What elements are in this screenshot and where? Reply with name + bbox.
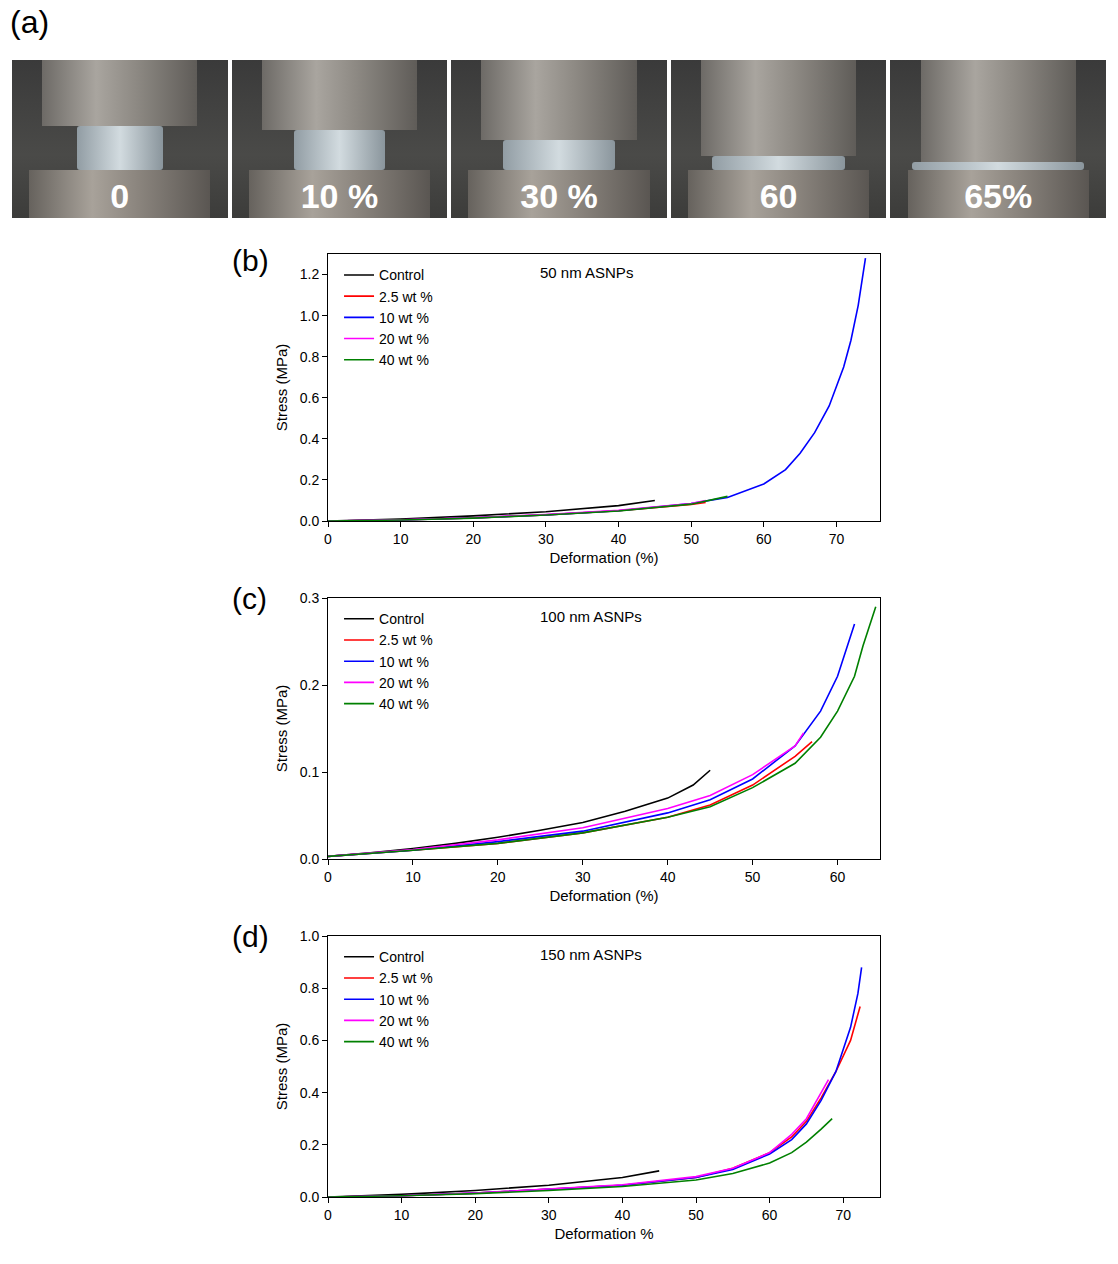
svg-text:0.0: 0.0 <box>300 851 320 867</box>
svg-text:50: 50 <box>683 531 699 547</box>
svg-text:Control: Control <box>379 267 424 283</box>
svg-text:0.2: 0.2 <box>300 1137 320 1153</box>
svg-text:Deformation (%): Deformation (%) <box>549 549 658 566</box>
svg-text:10 wt %: 10 wt % <box>379 654 429 670</box>
svg-text:40: 40 <box>660 869 676 885</box>
html-text:65%: 65% <box>964 177 1033 215</box>
svg-text:20 wt %: 20 wt % <box>379 331 429 347</box>
svg-text:20: 20 <box>490 869 506 885</box>
svg-text:20: 20 <box>465 531 481 547</box>
svg-text:Control: Control <box>379 611 424 627</box>
svg-text:150 nm ASNPs: 150 nm ASNPs <box>540 946 642 963</box>
html-text:(d): (d) <box>232 920 269 953</box>
svg-text:40 wt %: 40 wt % <box>379 1034 429 1050</box>
html-text:(b): (b) <box>232 244 269 277</box>
svg-text:50 nm ASNPs: 50 nm ASNPs <box>540 264 633 281</box>
svg-text:Control: Control <box>379 949 424 965</box>
html-text:(c): (c) <box>232 582 267 615</box>
svg-text:1.0: 1.0 <box>300 308 320 324</box>
svg-text:Stress (MPa): Stress (MPa) <box>273 344 290 432</box>
svg-text:10: 10 <box>393 531 409 547</box>
svg-text:60: 60 <box>830 869 846 885</box>
svg-text:2.5 wt %: 2.5 wt % <box>379 632 433 648</box>
svg-text:70: 70 <box>829 531 845 547</box>
svg-text:10 wt %: 10 wt % <box>379 310 429 326</box>
svg-text:1.0: 1.0 <box>300 928 320 944</box>
svg-text:40: 40 <box>611 531 627 547</box>
svg-text:0.6: 0.6 <box>300 1032 320 1048</box>
svg-text:50: 50 <box>745 869 761 885</box>
html-text:0: 0 <box>110 177 130 215</box>
svg-text:30: 30 <box>538 531 554 547</box>
svg-text:20 wt %: 20 wt % <box>379 675 429 691</box>
svg-text:Deformation %: Deformation % <box>554 1225 653 1242</box>
svg-text:10 wt %: 10 wt % <box>379 992 429 1008</box>
svg-text:40 wt %: 40 wt % <box>379 352 429 368</box>
svg-text:0: 0 <box>324 869 332 885</box>
svg-text:10: 10 <box>394 1207 410 1223</box>
svg-text:0: 0 <box>324 531 332 547</box>
svg-text:0.8: 0.8 <box>300 349 320 365</box>
svg-text:0.2: 0.2 <box>300 677 320 693</box>
svg-text:1.2: 1.2 <box>300 266 320 282</box>
svg-text:100 nm ASNPs: 100 nm ASNPs <box>540 608 642 625</box>
svg-text:10: 10 <box>405 869 421 885</box>
svg-text:0.1: 0.1 <box>300 764 320 780</box>
html-text:10 %: 10 % <box>300 177 379 215</box>
svg-text:0.4: 0.4 <box>300 1085 320 1101</box>
svg-text:40 wt %: 40 wt % <box>379 696 429 712</box>
svg-text:Stress (MPa): Stress (MPa) <box>273 685 290 773</box>
svg-text:0.8: 0.8 <box>300 980 320 996</box>
svg-text:60: 60 <box>762 1207 778 1223</box>
svg-text:70: 70 <box>835 1207 851 1223</box>
svg-text:20 wt %: 20 wt % <box>379 1013 429 1029</box>
svg-text:2.5 wt %: 2.5 wt % <box>379 289 433 305</box>
svg-text:40: 40 <box>615 1207 631 1223</box>
svg-text:0.2: 0.2 <box>300 472 320 488</box>
svg-text:2.5 wt %: 2.5 wt % <box>379 970 433 986</box>
svg-text:20: 20 <box>467 1207 483 1223</box>
svg-text:0.4: 0.4 <box>300 431 320 447</box>
svg-text:30: 30 <box>541 1207 557 1223</box>
html-text:30 %: 30 % <box>520 177 598 215</box>
html-text:(a): (a) <box>10 4 50 40</box>
svg-text:0.6: 0.6 <box>300 390 320 406</box>
svg-text:0: 0 <box>324 1207 332 1223</box>
svg-text:0.0: 0.0 <box>300 513 320 529</box>
svg-text:Deformation (%): Deformation (%) <box>549 887 658 904</box>
html-text:60: 60 <box>759 177 798 215</box>
svg-text:60: 60 <box>756 531 772 547</box>
svg-text:50: 50 <box>688 1207 704 1223</box>
svg-text:30: 30 <box>575 869 591 885</box>
svg-text:0.3: 0.3 <box>300 590 320 606</box>
svg-text:0.0: 0.0 <box>300 1189 320 1205</box>
svg-text:Stress (MPa): Stress (MPa) <box>273 1023 290 1111</box>
